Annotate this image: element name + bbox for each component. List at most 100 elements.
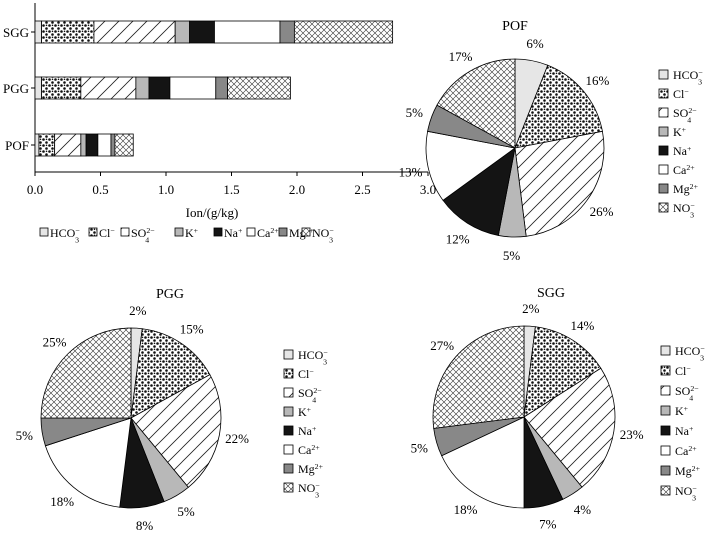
bar-category-label-sgg: SGG xyxy=(3,25,29,40)
pie-legend-swatch xyxy=(660,465,671,476)
pie-legend-swatch xyxy=(658,126,669,137)
bar-legend-label: K+ xyxy=(185,226,199,240)
bar-segment-pof-0 xyxy=(34,133,40,157)
pie-pof-labels: 6% 16% 26% 5% 12% 13% 5% 17% xyxy=(399,36,614,263)
pie-data-label: 4% xyxy=(574,502,592,517)
pie-data-label: 17% xyxy=(449,49,473,64)
pie-pgg-labels: 2% 15% 22% 5% 8% 18% 5% 25% xyxy=(16,303,250,533)
pie-legend-swatch xyxy=(283,387,294,398)
pie-data-label: 5% xyxy=(406,105,424,120)
pie-data-label: 18% xyxy=(454,502,478,517)
bar-y-tick-labels: SGG PGG POF xyxy=(3,25,35,153)
bar-segment-pof-4 xyxy=(85,133,99,157)
pie-legend-label: K+ xyxy=(675,404,689,418)
pie-legend-swatch xyxy=(283,349,294,360)
bar-category-label-pgg: PGG xyxy=(3,81,29,96)
pie-legend-swatch xyxy=(658,107,669,118)
bar-legend-swatch xyxy=(278,227,288,237)
bar-segments xyxy=(34,20,394,157)
pie-chart-pof: POF 6% 16% 26% 5% 12% 13% 5% 17% HCO− 3Cl− SO2− 4K… xyxy=(399,19,704,263)
bar-legend-swatch xyxy=(301,227,311,237)
pie-legend-label: Cl− xyxy=(673,87,689,101)
pie-slice-sgg-1 xyxy=(523,326,602,418)
pie-slice-sgg-5 xyxy=(441,416,525,509)
pie-data-label: 22% xyxy=(225,431,249,446)
pie-data-label: 2% xyxy=(129,303,147,318)
pie-slice-pof-7 xyxy=(436,58,516,149)
pie-legend-swatch xyxy=(658,183,669,194)
bar-legend-label: Na+ xyxy=(224,226,243,240)
pie-data-label: 6% xyxy=(526,36,544,51)
pie-pgg-slices xyxy=(40,327,222,509)
bar-segment-pgg-6 xyxy=(215,76,228,100)
pie-legend-swatch xyxy=(660,485,671,496)
pie-legend-swatch xyxy=(283,425,294,436)
bar-segment-pgg-3 xyxy=(135,76,150,100)
bar-segment-pof-1 xyxy=(38,133,56,157)
pie-data-label: 16% xyxy=(585,73,609,88)
bar-segment-pof-7 xyxy=(114,133,134,157)
pie-legend-swatch xyxy=(658,202,669,213)
bar-legend-swatch xyxy=(39,227,49,237)
pie-legend-label: HCO− 3 xyxy=(298,348,328,367)
pie-slice-pof-1 xyxy=(514,64,603,149)
pie-legend-label: Mg2+ xyxy=(675,464,701,478)
bar-chart: SGG PGG POF 0.0 0.5 1.0 1.5 2.0 2.5 3.0 Ion/(g/k… xyxy=(3,3,436,244)
bar-legend-label: Ca2+ xyxy=(257,226,279,240)
pie-legend-label: Ca2+ xyxy=(298,443,320,457)
bar-segment-sgg-4 xyxy=(189,20,215,44)
pie-legend-swatch xyxy=(283,444,294,455)
bar-segment-pgg-1 xyxy=(41,76,82,100)
pie-data-label: 18% xyxy=(50,494,74,509)
pie-legend-swatch xyxy=(283,482,294,493)
pie-pof-title: POF xyxy=(502,19,528,34)
bar-segment-sgg-7 xyxy=(293,20,394,44)
pie-chart-sgg: SGG 2% 14% 23% 4% 7% 18% 5% 27% HCO− 3Cl− SO2− 4K+… xyxy=(411,286,706,531)
bar-segment-sgg-1 xyxy=(41,20,95,44)
bar-legend-label: HCO− 3 xyxy=(50,226,80,245)
pie-legend-label: Cl− xyxy=(675,364,691,378)
pie-legend-swatch xyxy=(660,385,671,396)
bar-legend-label: NO− 3 xyxy=(312,226,334,245)
pie-sgg-title: SGG xyxy=(537,286,565,301)
pie-legend-swatch xyxy=(283,463,294,474)
bar-segment-sgg-5 xyxy=(214,20,281,44)
bar-legend-swatch xyxy=(120,227,130,237)
pie-legend-label: SO2− 4 xyxy=(675,384,699,403)
bar-segment-pof-6 xyxy=(110,133,116,157)
pie-data-label: 7% xyxy=(539,516,557,531)
pie-chart-pgg: PGG 2% 15% 22% 5% 8% 18% 5% 25% HCO− 3Cl− SO2− 4K+… xyxy=(16,287,329,533)
pie-data-label: 12% xyxy=(446,231,470,246)
pie-data-label: 26% xyxy=(590,204,614,219)
pie-sgg-slices xyxy=(432,325,616,509)
pie-slice-pgg-5 xyxy=(44,417,132,508)
pie-legend-label: NO− 3 xyxy=(675,484,697,503)
pie-legend-label: HCO− 3 xyxy=(673,68,703,87)
bar-segment-pof-2 xyxy=(54,133,82,157)
bar-segment-sgg-2 xyxy=(93,20,176,44)
bar-legend-label: Cl− xyxy=(99,226,115,240)
pie-data-label: 5% xyxy=(411,440,429,455)
bar-x-ticks: 0.0 0.5 1.0 1.5 2.0 2.5 3.0 xyxy=(27,172,436,197)
pie-legend-label: Cl− xyxy=(298,367,314,381)
pie-data-label: 5% xyxy=(503,248,521,263)
pie-legend-label: Mg2+ xyxy=(673,182,699,196)
pie-legend-swatch xyxy=(660,405,671,416)
pie-legend-label: HCO− 3 xyxy=(675,344,705,363)
bar-x-tick-label: 1.0 xyxy=(158,182,174,197)
pie-data-label: 5% xyxy=(16,428,34,443)
pie-sgg-legend: HCO− 3Cl− SO2− 4K+ Na+ Ca2+ Mg2+ NO− 3 xyxy=(660,344,705,503)
bar-x-tick-label: 1.5 xyxy=(223,182,239,197)
pie-slice-pof-5 xyxy=(425,130,516,201)
pie-legend-label: SO2− 4 xyxy=(673,106,697,125)
pie-data-label: 25% xyxy=(43,335,67,350)
pie-legend-swatch xyxy=(658,69,669,80)
pie-legend-label: SO2− 4 xyxy=(298,386,322,405)
pie-data-label: 14% xyxy=(570,318,594,333)
pie-data-label: 13% xyxy=(399,164,423,179)
pie-legend-label: Ca2+ xyxy=(675,444,697,458)
bar-segment-pgg-7 xyxy=(227,76,291,100)
pie-data-label: 23% xyxy=(620,427,644,442)
bar-segment-pgg-2 xyxy=(80,76,137,100)
